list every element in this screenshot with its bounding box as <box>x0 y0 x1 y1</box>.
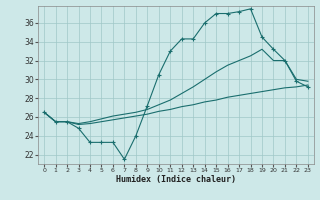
X-axis label: Humidex (Indice chaleur): Humidex (Indice chaleur) <box>116 175 236 184</box>
